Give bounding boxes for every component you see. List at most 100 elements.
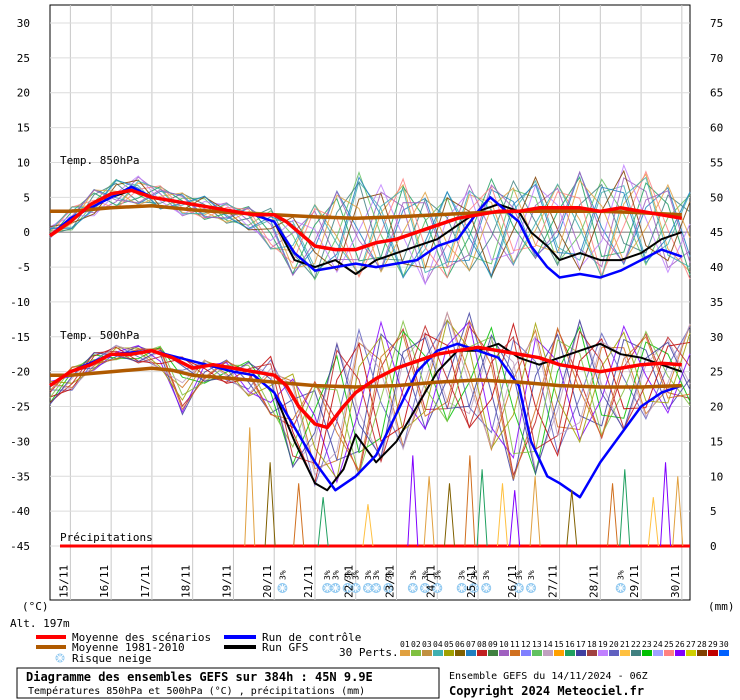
pert-swatch — [510, 650, 520, 656]
x-tick-label: 17/11 — [139, 565, 152, 598]
pert-number: 02 — [411, 640, 421, 649]
snowflake-arms — [372, 584, 381, 592]
pert-number: 28 — [697, 640, 707, 649]
precip-spike — [264, 462, 276, 547]
precip-spike — [362, 504, 374, 547]
series-line-t500 — [49, 345, 682, 430]
right-tick-label: 65 — [710, 87, 723, 100]
x-tick-label: 29/11 — [628, 565, 641, 598]
ensemble-member-t850 — [49, 176, 691, 279]
left-tick-label: -30 — [10, 435, 30, 448]
snow-marker: 3% — [432, 570, 443, 593]
pert-number: 11 — [510, 640, 520, 649]
left-tick-label: -45 — [10, 540, 30, 553]
left-axis: 30 25 20 15 10 5 0 -5 -10 -15 -20 -25 -30 -35 -40 -45 — [10, 17, 30, 553]
altitude-label: Alt. 197m — [10, 617, 70, 630]
snow-marker: 3% — [322, 570, 333, 593]
x-tick-label: 24/11 — [424, 565, 437, 598]
snow-percent: 3% — [352, 570, 361, 580]
right-tick-label: 20 — [710, 401, 723, 414]
right-tick-label: 0 — [710, 540, 717, 553]
x-tick-label: 19/11 — [220, 565, 233, 598]
pert-swatch — [400, 650, 410, 656]
snow-percent: 3% — [344, 570, 353, 580]
snowflake-arms — [616, 584, 625, 592]
pert-swatch — [664, 650, 674, 656]
snowflake-arms — [408, 584, 417, 592]
pert-number: 22 — [631, 640, 641, 649]
pert-swatch — [411, 650, 421, 656]
snowflake-arms — [331, 584, 340, 592]
pert-number: 19 — [598, 640, 608, 649]
series-line-t850 — [49, 188, 683, 252]
snowflake-arms — [433, 584, 442, 592]
snow-percent: 3% — [372, 570, 381, 580]
precip-spike — [607, 483, 619, 547]
pert-swatch — [554, 650, 564, 656]
t500-panel-label: Temp. 500hPa — [60, 329, 139, 342]
series-line-t500 — [49, 342, 683, 499]
left-tick-label: -35 — [10, 470, 30, 483]
right-tick-label: 5 — [710, 505, 717, 518]
snowflake-arms — [278, 584, 287, 592]
left-tick-label: -15 — [10, 331, 30, 344]
snowflake-arms — [343, 584, 352, 592]
snowflake-arms — [482, 584, 491, 592]
title-box — [16, 667, 440, 699]
snow-percent: 3% — [409, 570, 418, 580]
precipitation-spikes — [244, 427, 684, 547]
right-tick-label: 40 — [710, 261, 723, 274]
x-tick-label: 21/11 — [302, 565, 315, 598]
right-tick-label: 75 — [710, 17, 723, 30]
pert-number: 04 — [433, 640, 443, 649]
precip-panel-label: Précipitations — [60, 531, 153, 544]
snow-percent: 3% — [458, 570, 467, 580]
chart-title: Diagramme des ensembles GEFS sur 384h : … — [26, 670, 373, 684]
pert-number: 07 — [466, 640, 476, 649]
plot-area — [49, 4, 691, 601]
pert-swatch — [708, 650, 718, 656]
precip-spike — [496, 483, 508, 547]
pert-number: 15 — [554, 640, 564, 649]
precip-spike — [293, 483, 305, 547]
snow-marker: 3% — [513, 570, 524, 593]
left-tick-label: 20 — [17, 87, 30, 100]
snow-marker: 3% — [350, 570, 361, 593]
run-info: Ensemble GEFS du 14/11/2024 - 06Z — [449, 671, 648, 682]
snowflake-arms — [457, 584, 466, 592]
pert-number: 08 — [477, 640, 487, 649]
ensemble-member-t850 — [49, 179, 691, 280]
x-tick-label: 28/11 — [587, 565, 600, 598]
pert-swatch — [587, 650, 597, 656]
snow-marker: 3% — [407, 570, 418, 593]
snow-marker: 3% — [363, 570, 373, 593]
pert-number: 23 — [642, 640, 652, 649]
snow-percent: 3% — [421, 570, 430, 580]
series-line-t850 — [50, 203, 682, 221]
pert-swatch — [642, 650, 652, 656]
right-tick-label: 50 — [710, 191, 723, 204]
precip-spike — [619, 469, 631, 547]
pert-swatch — [543, 650, 553, 656]
right-tick-label: 15 — [710, 435, 723, 448]
x-tick-label: 18/11 — [180, 565, 193, 598]
left-tick-label: -25 — [10, 401, 30, 414]
snow-percent: 3% — [482, 570, 491, 580]
ensemble-member-t500 — [49, 311, 691, 476]
snow-percent: 3% — [433, 570, 442, 580]
snow-marker: 3% — [615, 570, 626, 593]
pert-number: 17 — [576, 640, 586, 649]
right-unit: (mm) — [708, 600, 735, 613]
pert-swatch — [433, 650, 443, 656]
perturbation-legend: 01 02 03 04 05 06 07 08 09 10 11 12 13 14 15 16 17 18 19 20… — [400, 640, 729, 656]
snow-percent: 3% — [470, 570, 479, 580]
pert-swatch — [653, 650, 663, 656]
pert-number: 12 — [521, 640, 531, 649]
x-tick-label: 16/11 — [98, 565, 111, 598]
pert-swatch — [422, 650, 432, 656]
snowflake-arms — [364, 584, 372, 592]
ensemble-member-t500 — [49, 325, 691, 476]
pert-swatch — [444, 650, 454, 656]
left-tick-label: -20 — [10, 366, 30, 379]
snowflake-arms — [421, 584, 429, 592]
